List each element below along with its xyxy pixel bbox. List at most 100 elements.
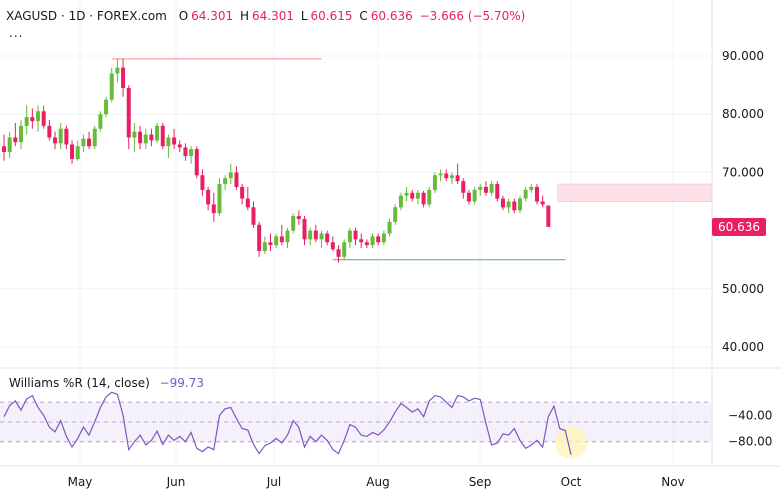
williams-legend[interactable]: Williams %R (14, close) −99.73 (9, 376, 205, 390)
candle-body (19, 125, 24, 143)
candle (87, 131, 92, 150)
williams-band (0, 401, 712, 459)
candle (364, 239, 369, 249)
low-label: L (300, 9, 308, 23)
candle (121, 58, 126, 97)
candle (313, 224, 318, 243)
candle (319, 230, 324, 249)
candle-body (217, 184, 222, 214)
candle (115, 58, 120, 83)
candle-body (336, 249, 341, 257)
candle (251, 201, 256, 228)
candle-body (155, 125, 160, 141)
candle-body (245, 198, 250, 208)
candle (438, 169, 443, 182)
candle-body (138, 131, 143, 144)
candle-body (347, 230, 352, 243)
candle-body (353, 230, 358, 240)
candle-body (330, 242, 335, 250)
candle (466, 189, 471, 205)
candle-body (393, 207, 398, 222)
candle-body (13, 137, 18, 143)
candle (75, 140, 80, 161)
candle (500, 195, 505, 211)
candle (172, 128, 177, 150)
candle-body (285, 230, 290, 243)
candle (495, 181, 500, 202)
candle (529, 184, 534, 193)
more-options-icon[interactable]: ... (9, 26, 24, 40)
candle (160, 122, 165, 150)
candle-body (24, 117, 29, 126)
candle-body (466, 192, 471, 202)
candle-body (421, 192, 426, 205)
candle (325, 230, 330, 246)
candle (461, 178, 466, 199)
candle-body (36, 111, 41, 122)
candle (279, 224, 284, 246)
grid (0, 0, 780, 467)
candle-body (87, 138, 92, 147)
candle-body (98, 114, 103, 129)
price-tick-label: 50.000 (722, 282, 764, 296)
candle (347, 227, 352, 249)
candle (177, 140, 182, 153)
candle (387, 218, 392, 237)
candle (268, 233, 273, 251)
candle (421, 191, 426, 208)
candle (30, 108, 35, 129)
candle-body (319, 233, 324, 240)
candle-body (376, 236, 381, 243)
symbol-label[interactable]: XAGUSD · 1D · FOREX.com (6, 9, 167, 23)
candle-body (2, 146, 6, 153)
candle (19, 120, 24, 150)
candle (444, 169, 449, 182)
candle (336, 245, 341, 263)
candle (376, 233, 381, 246)
candle (166, 134, 171, 158)
candle (506, 198, 511, 214)
candle-body (92, 128, 97, 147)
williams-tick-label: −40.00 (728, 408, 772, 422)
candle (200, 169, 205, 196)
candle (353, 227, 358, 246)
candle (41, 105, 46, 129)
candle (13, 122, 18, 147)
candle (92, 125, 97, 150)
candle-body (308, 230, 313, 240)
candle-body (313, 230, 318, 240)
candle-body (364, 242, 369, 246)
williams-value: −99.73 (159, 376, 205, 390)
candle-body (115, 67, 120, 74)
candle-body (274, 236, 279, 246)
candle-body (512, 201, 517, 211)
annotations (111, 58, 713, 261)
candle-body (47, 125, 52, 138)
candle-body (472, 189, 477, 202)
candle-body (381, 233, 386, 243)
candle (206, 186, 211, 211)
williams-tick-label: −80.00 (728, 435, 772, 449)
candle (143, 128, 148, 150)
candle (155, 122, 160, 144)
candle (132, 122, 137, 153)
candle (302, 216, 307, 246)
candle-body (240, 186, 245, 199)
candle (211, 192, 216, 222)
candle (517, 195, 522, 214)
chart-header: XAGUSD · 1D · FOREX.com O 64.301 H 64.301 … (6, 9, 528, 23)
candle-body (211, 204, 216, 214)
candle (478, 184, 483, 196)
candle-body (160, 125, 165, 147)
candle (359, 233, 364, 249)
candle-body (251, 207, 256, 225)
candle-body (104, 99, 109, 115)
candle-body (234, 172, 239, 187)
candle-body (189, 149, 194, 157)
open-label: O (178, 9, 189, 23)
candle-body (546, 205, 551, 227)
high-label: H (239, 9, 249, 23)
candle (262, 236, 267, 254)
candle-body (41, 111, 46, 126)
